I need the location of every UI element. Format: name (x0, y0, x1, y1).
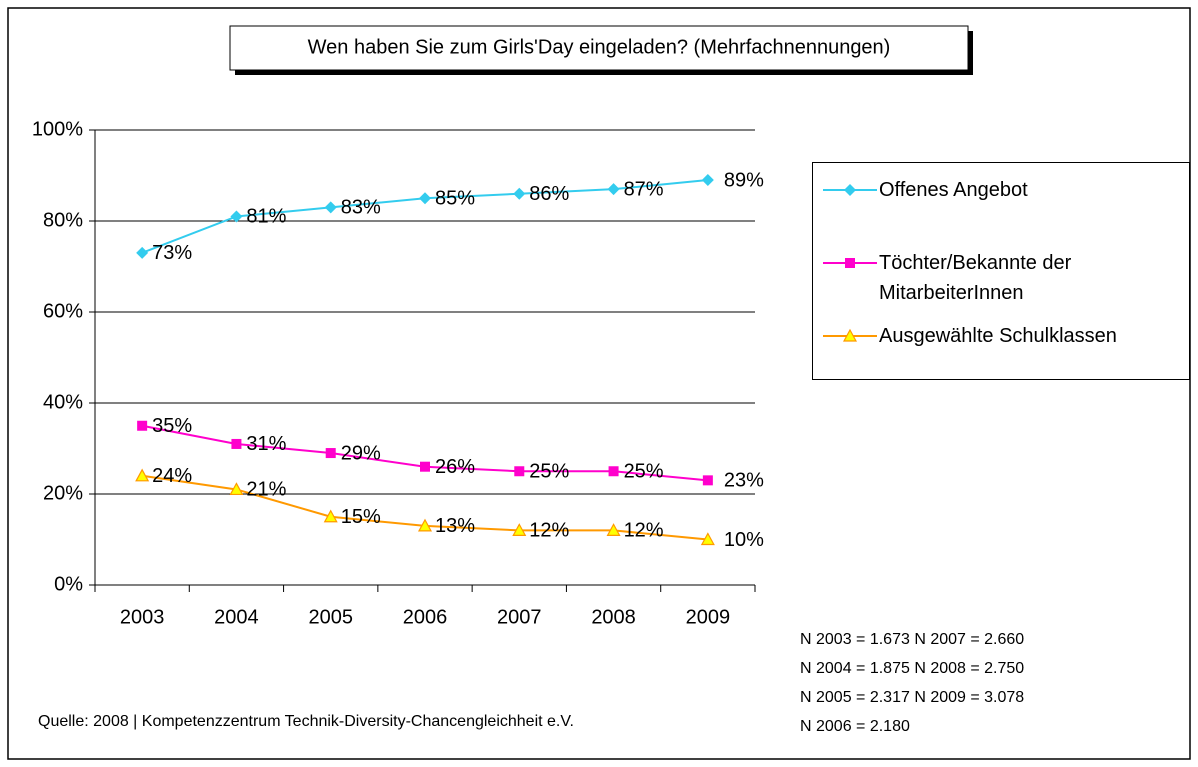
value-label: 87% (624, 178, 664, 200)
x-tick-label: 2009 (686, 606, 731, 628)
value-label: 73% (152, 242, 192, 264)
value-label: 10% (724, 529, 764, 551)
marker (512, 523, 527, 536)
value-label: 25% (624, 461, 664, 483)
marker (230, 210, 243, 223)
y-tick-label: 80% (43, 209, 83, 231)
y-tick-label: 0% (54, 573, 83, 595)
value-label: 83% (341, 197, 381, 219)
value-label: 13% (435, 515, 475, 537)
marker (606, 523, 621, 536)
marker (607, 183, 620, 196)
note: N 2006 = 2.180 (800, 718, 910, 735)
marker (229, 482, 244, 496)
y-tick-label: 100% (32, 118, 83, 140)
marker (325, 448, 336, 459)
value-label: 15% (341, 506, 381, 528)
marker (231, 438, 242, 449)
marker (700, 532, 715, 546)
marker (702, 475, 713, 486)
note: N 2005 = 2.317 N 2009 = 3.078 (800, 689, 1024, 706)
marker (417, 518, 433, 532)
marker (323, 509, 338, 523)
legend-label: Töchter/Bekannte der MitarbeiterInnen (879, 252, 1072, 304)
x-tick-label: 2005 (308, 606, 353, 628)
value-label: 89% (724, 169, 764, 191)
value-label: 23% (724, 470, 764, 492)
legend-label: Offenes Angebot (879, 179, 1028, 201)
x-tick-label: 2008 (591, 606, 636, 628)
x-tick-label: 2003 (120, 606, 165, 628)
marker (420, 461, 430, 472)
note: N 2004 = 1.875 N 2008 = 2.750 (800, 660, 1024, 677)
frame (7, 7, 1191, 760)
value-label: 31% (246, 433, 286, 455)
value-label: 81% (246, 206, 286, 228)
legend-entry: Ausgewählte Schulklassen (821, 321, 1184, 351)
title-box (229, 25, 969, 71)
y-tick-label: 60% (43, 300, 83, 322)
marker (136, 246, 149, 259)
value-label: 24% (152, 465, 192, 487)
chart-title: Wen haben Sie zum Girls'Day eingeladen? … (308, 36, 891, 58)
legend-entry: Töchter/Bekannte der MitarbeiterInnen (821, 248, 1184, 308)
legend-label: Ausgewählte Schulklassen (879, 325, 1117, 347)
value-label: 86% (529, 183, 569, 205)
marker (608, 466, 619, 477)
marker (844, 184, 856, 196)
legend-entry: Offenes Angebot (821, 175, 1184, 205)
note: N 2003 = 1.673 N 2007 = 2.660 (800, 631, 1024, 648)
marker (514, 466, 525, 477)
legend: Offenes Angebot Töchter/Bekannte der Mita… (812, 162, 1190, 380)
value-label: 21% (246, 479, 286, 501)
x-tick-label: 2006 (403, 606, 448, 628)
value-label: 26% (435, 456, 475, 478)
y-tick-label: 40% (43, 391, 83, 413)
value-label: 12% (624, 520, 664, 542)
marker (137, 420, 148, 431)
marker (324, 201, 337, 214)
marker (701, 174, 714, 187)
x-tick-label: 2007 (497, 606, 542, 628)
marker (419, 192, 431, 205)
marker (842, 328, 858, 342)
legend-swatch (823, 328, 877, 342)
marker (135, 468, 150, 482)
value-label: 12% (529, 520, 569, 542)
value-label: 85% (435, 188, 475, 210)
marker (845, 258, 855, 268)
y-tick-label: 20% (43, 482, 83, 504)
legend-swatch (823, 258, 877, 268)
legend-swatch (823, 184, 877, 196)
marker (513, 187, 526, 200)
value-label: 35% (152, 415, 192, 437)
source: Quelle: 2008 | Kompetenzzentrum Technik-… (38, 713, 574, 730)
x-tick-label: 2004 (214, 606, 259, 628)
value-label: 29% (341, 442, 381, 464)
value-label: 25% (529, 461, 569, 483)
